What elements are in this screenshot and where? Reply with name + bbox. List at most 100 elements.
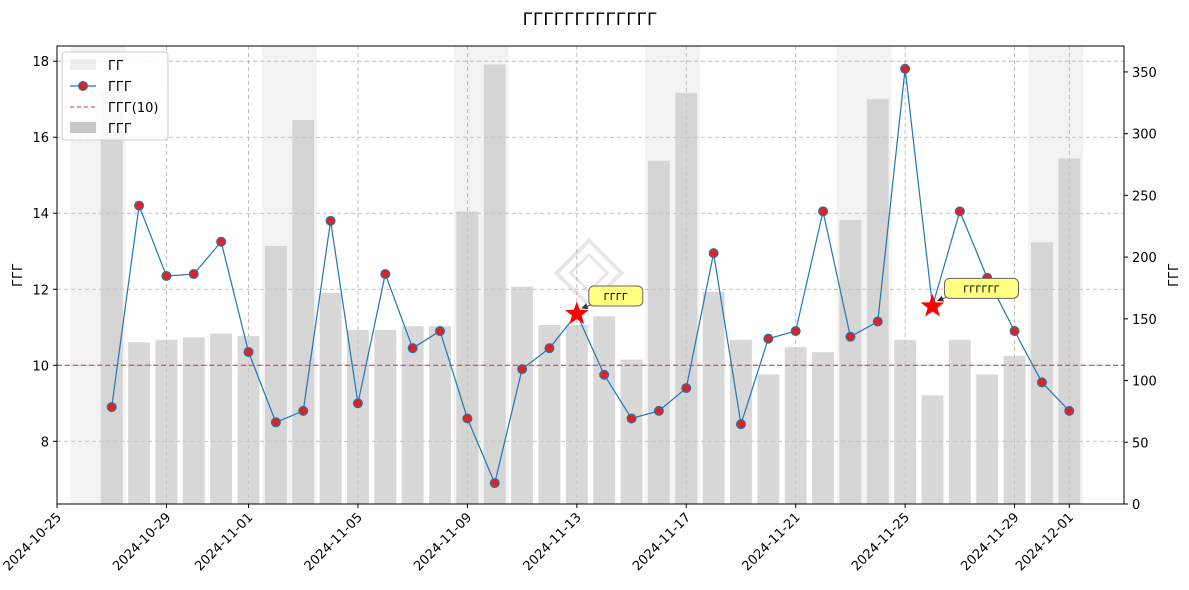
y2-tick-label: 150 [1132,313,1157,328]
data-point [790,326,801,337]
x-tick-label: 2024-11-25 [849,510,913,574]
y-tick-label: 18 [32,55,49,70]
data-point [872,316,883,327]
y2-tick-label: 300 [1132,128,1157,143]
legend-label: ГГГ [108,80,132,95]
data-point [681,383,692,394]
data-point [818,206,829,217]
data-point [763,333,774,344]
data-point [626,413,637,424]
data-point [435,326,446,337]
bar [100,90,123,504]
bar [264,245,287,505]
annotation-box [588,285,644,307]
data-point [1009,326,1020,337]
data-point [708,248,719,259]
x-tick-label: 2024-11-17 [630,510,694,574]
x-tick-label: 2024-11-13 [521,510,585,574]
bar [319,292,342,504]
legend-box [61,51,169,141]
data-point [243,346,254,357]
data-point [1064,405,1075,416]
data-point [216,236,227,247]
bar [894,339,917,504]
legend-swatch [70,122,96,133]
bar [401,326,424,504]
bar [1030,242,1053,505]
bar [511,286,534,504]
data-point [325,215,336,226]
bar [1058,158,1081,504]
y-tick-label: 16 [32,131,49,146]
bar [538,324,561,504]
data-point [954,206,965,217]
bar [675,92,698,505]
data-point [900,63,911,74]
data-point [106,402,117,413]
y2-axis-label: ГГГ [1167,263,1182,287]
legend-label: ГГ [108,59,124,74]
bar [155,339,178,504]
bar [976,374,999,504]
data-point [653,405,664,416]
data-point [1036,377,1047,388]
y-tick-label: 10 [32,359,49,374]
x-tick-label: 2024-10-25 [1,510,65,574]
annotation-label: ГГГГГГ [963,284,1000,295]
data-point [188,269,199,280]
bar [702,291,725,504]
bar [128,342,151,504]
data-point [407,343,418,354]
bar [483,64,506,504]
y2-tick-label: 100 [1132,375,1157,390]
bar [210,333,233,504]
y2-tick-label: 200 [1132,251,1157,266]
data-point [845,331,856,342]
annotation-box [943,277,1019,299]
y-axis-label: ГГГ [11,263,26,287]
x-tick-label: 2024-11-09 [411,510,475,574]
y-tick-label: 12 [32,283,49,298]
annotation-star [920,293,945,317]
y2-tick-label: 50 [1132,436,1149,451]
bar [374,329,397,504]
bar [456,211,479,504]
plot-frame [56,45,1125,505]
data-point [352,398,363,409]
data-point [544,343,555,354]
legend-marker [78,81,88,91]
x-tick-label: 2024-11-05 [302,510,366,574]
bar [839,220,862,504]
y2-tick-label: 350 [1132,66,1157,81]
x-tick-label: 2024-12-01 [1013,510,1077,574]
bar [647,160,670,504]
data-point [298,405,309,416]
x-tick-label: 2024-10-29 [110,510,174,574]
chart-title: ГГГГГГГГГГГГГ [523,10,658,30]
x-tick-label: 2024-11-01 [192,510,256,574]
x-tick-label: 2024-11-21 [739,510,803,574]
bar [237,336,260,504]
data-point [489,478,500,489]
legend-swatch [70,59,96,70]
data-point [270,417,281,428]
watermark-diamond-inner [568,252,610,294]
data-point [599,369,610,380]
annotation-label: ГГГГ [604,292,628,303]
bar [182,337,205,504]
legend-label: ГГГ(10) [108,101,158,116]
y-tick-label: 8 [41,435,49,450]
data-point [462,413,473,424]
data-point [735,419,746,430]
bar [429,326,451,504]
bar [812,352,834,504]
data-point [134,200,145,211]
bar [921,395,944,504]
bar [593,316,616,504]
annotation-star [565,301,589,325]
bar [620,359,643,504]
bar [347,329,369,504]
bar [292,120,315,505]
y2-tick-label: 0 [1132,498,1140,513]
